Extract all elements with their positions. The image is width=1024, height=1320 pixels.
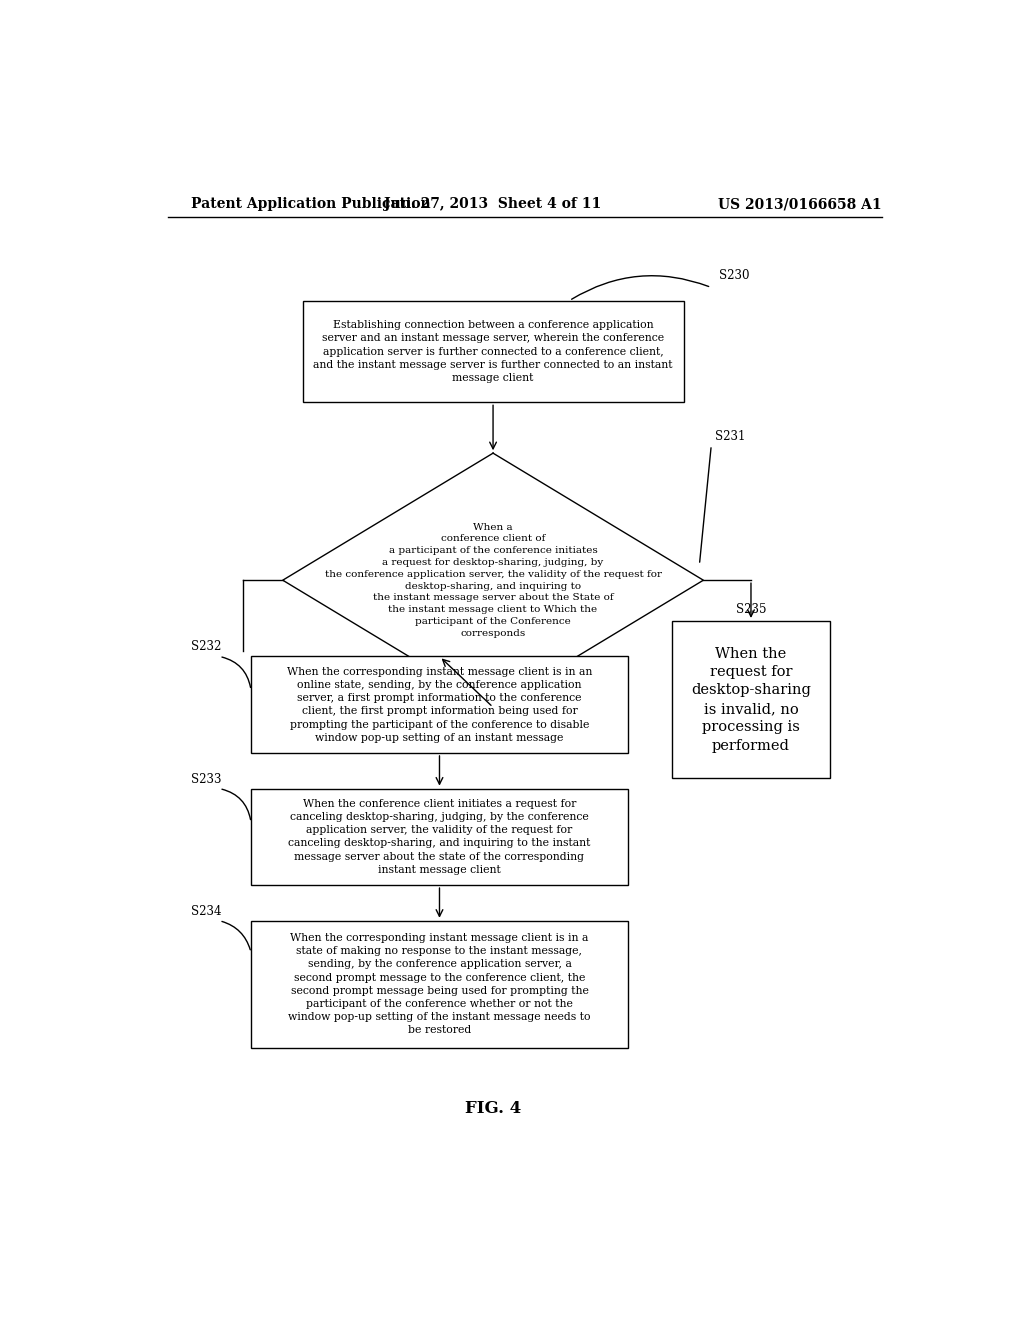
Text: When the
request for
desktop-sharing
is invalid, no
processing is
performed: When the request for desktop-sharing is … [691,647,811,752]
FancyBboxPatch shape [303,301,684,403]
Text: When a
conference client of
a participant of the conference initiates
a request : When a conference client of a participan… [325,523,662,638]
FancyBboxPatch shape [251,788,628,886]
Text: When the conference client initiates a request for
canceling desktop-sharing, ju: When the conference client initiates a r… [289,799,591,875]
Text: US 2013/0166658 A1: US 2013/0166658 A1 [718,197,882,211]
FancyBboxPatch shape [672,620,830,779]
Text: S235: S235 [735,603,766,615]
Text: Patent Application Publication: Patent Application Publication [191,197,431,211]
Text: S230: S230 [719,269,750,282]
Text: FIG. 4: FIG. 4 [465,1101,521,1117]
Text: S231: S231 [716,430,745,444]
Text: Establishing connection between a conference application
server and an instant m: Establishing connection between a confer… [313,321,673,383]
FancyBboxPatch shape [251,921,628,1048]
Text: When the corresponding instant message client is in a
state of making no respons: When the corresponding instant message c… [288,933,591,1035]
Text: Jun. 27, 2013  Sheet 4 of 11: Jun. 27, 2013 Sheet 4 of 11 [384,197,602,211]
Text: S234: S234 [191,904,222,917]
Text: S233: S233 [191,772,222,785]
Text: When the corresponding instant message client is in an
online state, sending, by: When the corresponding instant message c… [287,667,592,743]
Text: S232: S232 [191,640,222,653]
FancyBboxPatch shape [251,656,628,752]
